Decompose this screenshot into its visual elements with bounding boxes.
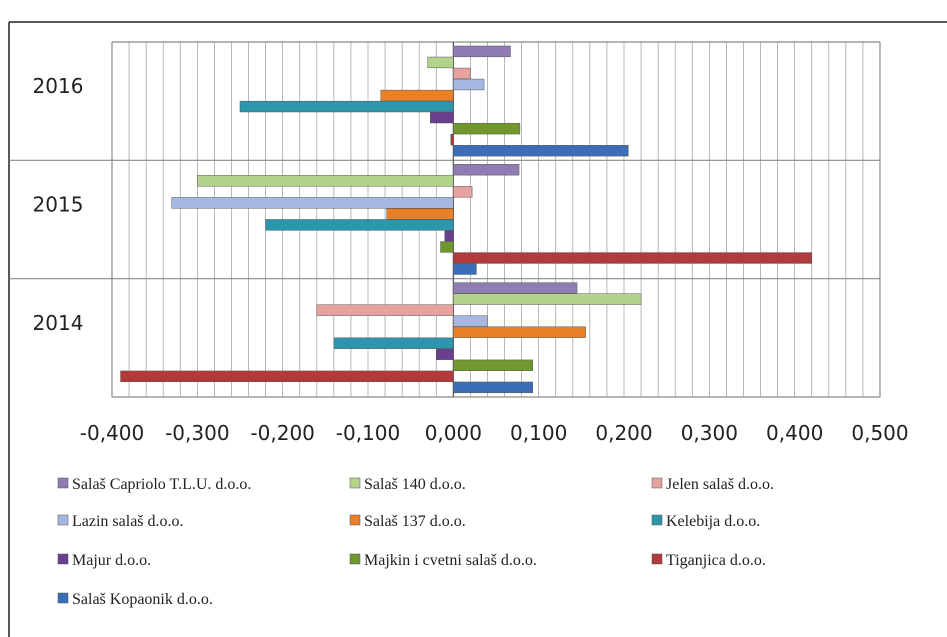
category-label: 2014: [33, 311, 84, 335]
x-tick-label: 0,500: [851, 421, 908, 445]
bar: [450, 134, 454, 146]
bar: [453, 186, 473, 198]
category-label: 2016: [33, 74, 84, 98]
bar: [453, 45, 511, 58]
legend-swatch: [349, 553, 361, 565]
bar: [453, 78, 485, 91]
legend-label: Jelen salaš d.o.o.: [666, 476, 774, 493]
bar: [453, 315, 488, 327]
legend: Salaš Capriolo T.L.U. d.o.o. Salaš 140 d.…: [57, 476, 774, 608]
bar: [453, 145, 629, 157]
bar: [430, 111, 454, 124]
legend-label: Lazin salaš d.o.o.: [72, 513, 184, 530]
x-tick-label: -0,400: [80, 421, 144, 445]
bar: [453, 252, 812, 264]
legend-swatch: [651, 514, 663, 526]
bar: [380, 89, 454, 102]
x-tick-label: -0,200: [250, 421, 314, 445]
legend-label: Majkin i cvetni salaš d.o.o.: [364, 552, 537, 569]
x-tick-label: -0,100: [336, 421, 400, 445]
x-tick-label: 0,200: [595, 421, 652, 445]
legend-label: Salaš 140 d.o.o.: [364, 476, 466, 493]
bars: [120, 45, 812, 394]
bar: [453, 293, 642, 305]
bar: [440, 241, 454, 253]
bar: [453, 326, 586, 338]
bar: [197, 175, 454, 187]
bar: [265, 219, 454, 231]
legend-swatch: [349, 477, 361, 489]
x-tick-label: 0,000: [425, 421, 482, 445]
legend-label: Kelebija d.o.o.: [666, 513, 760, 530]
bar: [120, 370, 454, 382]
category-labels: 2016 2015 2014: [33, 74, 84, 335]
x-tick-label: -0,300: [165, 421, 229, 445]
bar: [453, 263, 477, 275]
bar: [239, 100, 454, 113]
legend-swatch: [349, 514, 361, 526]
legend-swatch: [651, 553, 663, 565]
bar: [171, 197, 454, 209]
bar: [333, 337, 454, 349]
bar: [453, 282, 578, 294]
bar: [427, 56, 454, 69]
frame-lines: [8, 21, 947, 637]
legend-swatch: [57, 514, 69, 526]
legend-label: Majur d.o.o.: [72, 552, 151, 569]
x-tick-label: 0,400: [766, 421, 823, 445]
legend-label: Salaš Kopaonik d.o.o.: [72, 591, 213, 608]
x-tick-label: 0,300: [681, 421, 738, 445]
x-tick-label: 0,100: [510, 421, 567, 445]
legend-swatch: [57, 477, 69, 489]
bar: [453, 359, 533, 371]
legend-swatch: [651, 477, 663, 489]
legend-label: Tiganjica d.o.o.: [666, 552, 766, 569]
legend-label: Salaš 137 d.o.o.: [364, 513, 466, 530]
bar: [444, 230, 454, 242]
category-label: 2015: [33, 193, 84, 217]
bar: [386, 208, 454, 220]
bar: [453, 122, 521, 135]
legend-swatch: [57, 592, 69, 604]
legend-label: Salaš Capriolo T.L.U. d.o.o.: [72, 476, 251, 493]
bar: [453, 164, 520, 176]
bar: [436, 348, 454, 360]
bar: [453, 381, 533, 394]
legend-swatch: [57, 553, 69, 565]
bar: [316, 304, 454, 316]
bar: [453, 67, 471, 80]
x-tick-labels: -0,400 -0,300 -0,200 -0,100 0,000 0,100 0,200 0…: [80, 421, 909, 445]
